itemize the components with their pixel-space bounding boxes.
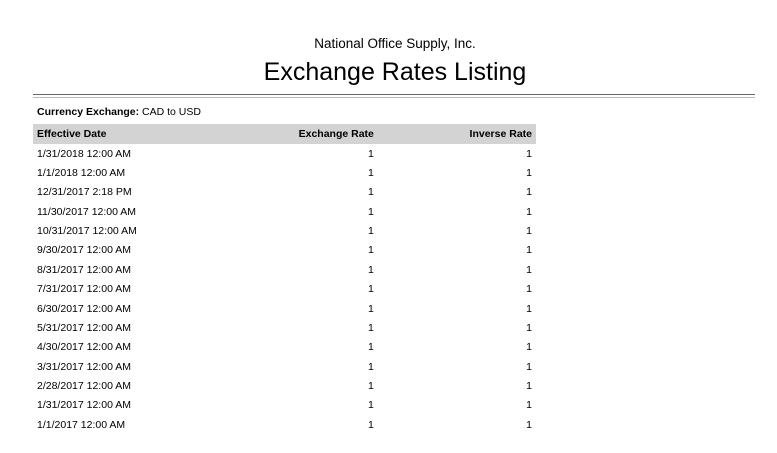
table-row: 2/28/2017 12:00 AM 1 1 xyxy=(33,376,536,395)
table-row: 11/30/2017 12:00 AM 1 1 xyxy=(33,202,536,221)
exchange-rate-cell: 1 xyxy=(368,418,374,431)
exchange-rate-cell: 1 xyxy=(368,399,374,412)
exchange-rate-cell: 1 xyxy=(368,302,374,315)
exchange-rate-cell: 1 xyxy=(368,360,374,373)
effective-date-cell: 3/31/2017 12:00 AM xyxy=(37,360,131,373)
table-row: 1/1/2018 12:00 AM 1 1 xyxy=(33,163,536,182)
table-row: 7/31/2017 12:00 AM 1 1 xyxy=(33,280,536,299)
exchange-rate-cell: 1 xyxy=(368,283,374,296)
column-header-inverse-rate: Inverse Rate xyxy=(377,124,536,144)
inverse-rate-cell: 1 xyxy=(526,302,532,315)
table-row: 4/30/2017 12:00 AM 1 1 xyxy=(33,338,536,357)
inverse-rate-cell: 1 xyxy=(526,186,532,199)
table-row: 1/31/2018 12:00 AM 1 1 xyxy=(33,144,536,163)
currency-value: CAD to USD xyxy=(142,106,201,118)
effective-date-cell: 7/31/2017 12:00 AM xyxy=(37,283,131,296)
table-row: 8/31/2017 12:00 AM 1 1 xyxy=(33,260,536,279)
exchange-rate-cell: 1 xyxy=(368,147,374,160)
effective-date-cell: 8/31/2017 12:00 AM xyxy=(37,263,131,276)
exchange-rate-cell: 1 xyxy=(368,321,374,334)
effective-date-cell: 4/30/2017 12:00 AM xyxy=(37,341,131,354)
inverse-rate-cell: 1 xyxy=(526,399,532,412)
company-name: National Office Supply, Inc. xyxy=(314,36,476,51)
effective-date-cell: 10/31/2017 12:00 AM xyxy=(37,225,137,238)
effective-date-cell: 2/28/2017 12:00 AM xyxy=(37,379,131,392)
inverse-rate-cell: 1 xyxy=(526,205,532,218)
table-header-row: Effective Date Exchange Rate Inverse Rat… xyxy=(33,124,536,144)
table-row: 1/31/2017 12:00 AM 1 1 xyxy=(33,396,536,415)
inverse-rate-cell: 1 xyxy=(526,244,532,257)
table-row: 1/1/2017 12:00 AM 1 1 xyxy=(33,415,536,434)
effective-date-cell: 1/31/2018 12:00 AM xyxy=(37,147,131,160)
inverse-rate-cell: 1 xyxy=(526,147,532,160)
inverse-rate-cell: 1 xyxy=(526,418,532,431)
effective-date-cell: 6/30/2017 12:00 AM xyxy=(37,302,131,315)
table-row: 3/31/2017 12:00 AM 1 1 xyxy=(33,357,536,376)
exchange-rate-cell: 1 xyxy=(368,225,374,238)
column-header-exchange-rate: Exchange Rate xyxy=(191,124,378,144)
table-row: 10/31/2017 12:00 AM 1 1 xyxy=(33,221,536,240)
effective-date-cell: 1/31/2017 12:00 AM xyxy=(37,399,131,412)
effective-date-cell: 12/31/2017 2:18 PM xyxy=(37,186,132,199)
inverse-rate-cell: 1 xyxy=(526,379,532,392)
exchange-rate-cell: 1 xyxy=(368,167,374,180)
currency-label: Currency Exchange: xyxy=(37,106,140,118)
inverse-rate-cell: 1 xyxy=(526,360,532,373)
table-row: 9/30/2017 12:00 AM 1 1 xyxy=(33,241,536,260)
exchange-rate-cell: 1 xyxy=(368,205,374,218)
column-header-effective-date: Effective Date xyxy=(33,124,191,144)
inverse-rate-cell: 1 xyxy=(526,167,532,180)
effective-date-cell: 1/1/2018 12:00 AM xyxy=(37,167,126,180)
inverse-rate-cell: 1 xyxy=(526,341,532,354)
effective-date-cell: 1/1/2017 12:00 AM xyxy=(37,418,126,431)
effective-date-cell: 9/30/2017 12:00 AM xyxy=(37,244,131,257)
table-row: 12/31/2017 2:18 PM 1 1 xyxy=(33,183,536,202)
exchange-rate-cell: 1 xyxy=(368,263,374,276)
table-row: 5/31/2017 12:00 AM 1 1 xyxy=(33,318,536,337)
divider xyxy=(33,94,755,95)
inverse-rate-cell: 1 xyxy=(526,263,532,276)
exchange-rate-cell: 1 xyxy=(368,341,374,354)
exchange-rate-cell: 1 xyxy=(368,379,374,392)
divider xyxy=(33,97,755,98)
effective-date-cell: 5/31/2017 12:00 AM xyxy=(37,321,131,334)
exchange-rate-cell: 1 xyxy=(368,186,374,199)
exchange-rates-table: Effective Date Exchange Rate Inverse Rat… xyxy=(33,124,536,434)
inverse-rate-cell: 1 xyxy=(526,321,532,334)
currency-exchange: Currency Exchange: CAD to USD xyxy=(37,106,201,118)
inverse-rate-cell: 1 xyxy=(526,283,532,296)
effective-date-cell: 11/30/2017 12:00 AM xyxy=(37,205,137,218)
exchange-rate-cell: 1 xyxy=(368,244,374,257)
inverse-rate-cell: 1 xyxy=(526,225,532,238)
report-title: Exchange Rates Listing xyxy=(263,58,527,86)
table-row: 6/30/2017 12:00 AM 1 1 xyxy=(33,299,536,318)
